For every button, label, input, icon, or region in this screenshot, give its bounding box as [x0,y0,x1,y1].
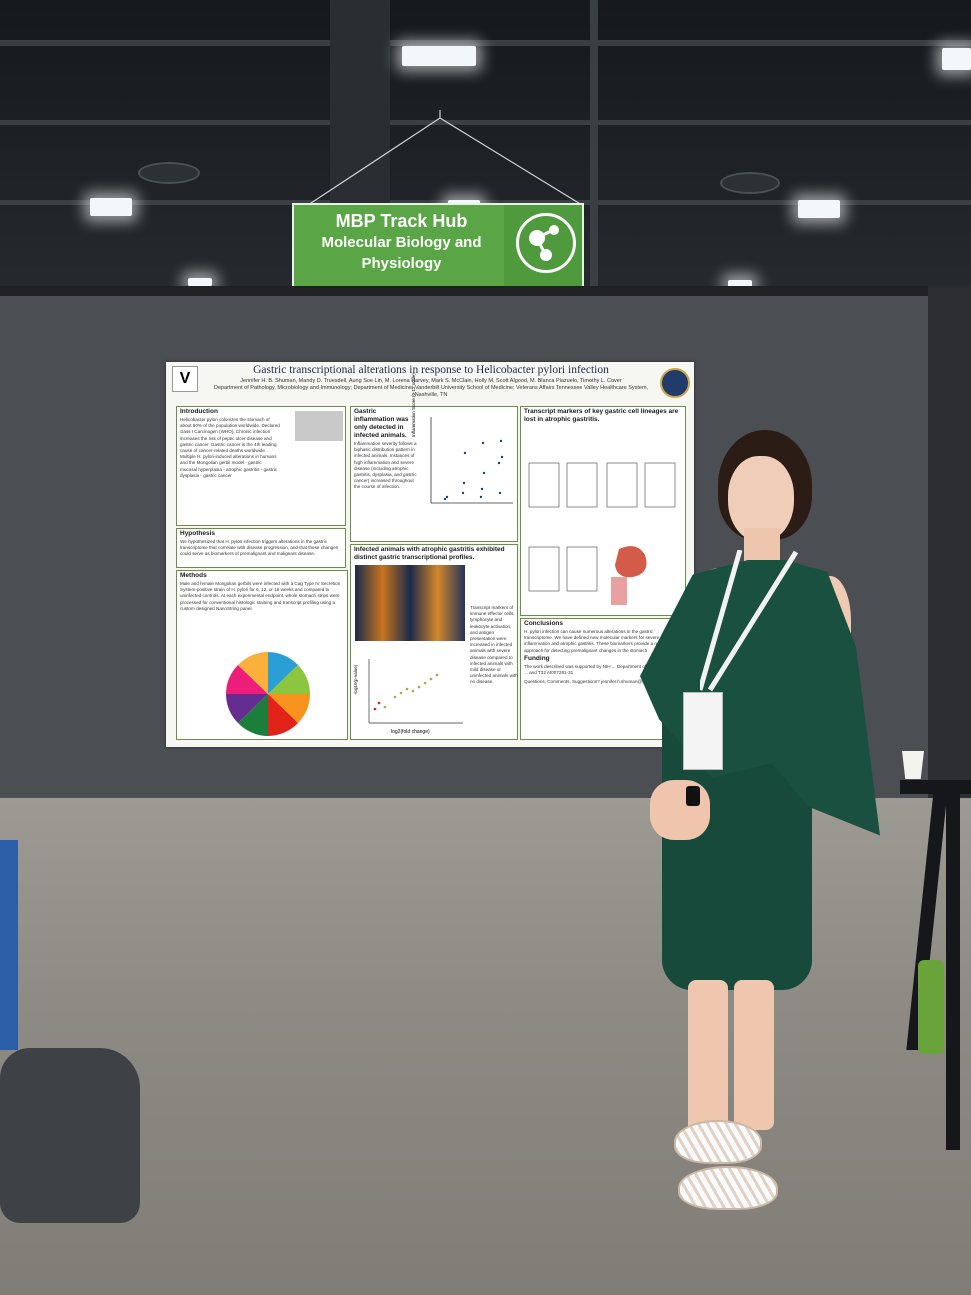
wall-frame-edge [928,286,971,806]
person-leg [688,980,728,1140]
person-hands [650,780,710,840]
person-face [728,456,794,542]
conclusions-heading: Conclusions [524,620,564,627]
poster-authors: Jennifer H. B. Shuman, Mandy D. Truesdel… [213,378,649,398]
inflammation-text: Inflammation severity follows a biphasic… [354,441,417,490]
inflammation-y-axis-label: Inflammation Score (0-12 scale) [411,373,416,437]
inflammation-heading: Gastric inflammation was only detected i… [354,408,409,439]
water-bottle [918,960,944,1054]
methods-panel: Methods Male and female Mongolian gerbil… [176,570,348,740]
atrophic-profiles-text: Transcript markers of immune effector ce… [470,605,518,685]
vanderbilt-logo: V [172,366,198,392]
methods-heading: Methods [180,572,207,579]
va-seal [660,368,690,398]
lanyard [700,550,799,692]
easel-leg [946,790,960,1150]
ceiling-pipe [590,0,598,290]
sign-title: MBP Track Hub [335,211,468,231]
ceiling-light [402,46,476,66]
hypothesis-panel: Hypothesis We hypothesized that H. pylor… [176,528,346,568]
easel-top [900,780,971,794]
bacteria-micrograph [295,411,343,441]
track-hub-sign: MBP Track Hub Molecular Biology and Phys… [292,203,584,289]
sandal [674,1120,762,1164]
poster-title: Gastric transcriptional alterations in r… [253,364,609,376]
volcano-plot [368,659,463,724]
wristwatch [686,786,700,806]
person-leg [734,980,774,1130]
sign-wires [307,110,583,206]
atrophic-profiles-panel: Infected animals with atrophic gastritis… [350,544,518,740]
ceiling-beam [0,40,971,46]
pathway-pie-chart [226,652,310,736]
blue-stand [0,840,18,1050]
sign-subtitle-line1: Molecular Biology and [321,234,482,251]
introduction-panel: Introduction Helicobacter pylori coloniz… [176,406,346,526]
ceiling-vent [720,172,780,194]
volcano-x-axis-label: log2(fold change) [391,729,430,735]
molecule-icon [516,213,576,273]
hypothesis-text: We hypothesized that H. pylori infection… [180,539,339,557]
backpack [0,1048,140,1223]
lineage-marker-plots [528,462,676,605]
contact-text: Questions, Comments, Suggestions? jennif… [524,679,662,685]
inflammation-panel: Gastric inflammation was only detected i… [350,373,518,542]
sign-subtitle-line2: Physiology [361,255,442,272]
funding-text: The work described was supported by NIH … [524,663,680,676]
sandal [678,1166,778,1210]
ceiling-light [728,280,752,288]
name-badge [683,692,723,770]
ceiling-beam [0,120,971,125]
volcano-y-axis-label: -log10(p-value) [353,664,358,695]
introduction-text: Helicobacter pylori colonizes the stomac… [180,417,280,478]
expression-heatmap [355,565,465,641]
introduction-heading: Introduction [180,408,218,415]
conclusions-text: H. pylori infection can cause numerous a… [524,629,675,653]
ceiling-beam [0,200,971,205]
paper-cup [902,751,924,779]
sign-icon-panel [504,205,582,287]
ceiling-light [942,48,971,70]
transcript-markers-panel: Transcript markers of key gastric cell l… [520,406,686,616]
ceiling-light [188,278,212,286]
inflammation-scatter-plot [430,417,513,504]
atrophic-profiles-heading: Infected animals with atrophic gastritis… [354,546,505,561]
ceiling-light [798,200,840,218]
ceiling-vent [138,162,200,184]
ceiling-light [90,198,132,216]
funding-heading: Funding [524,654,550,662]
methods-text: Male and female Mongolian gerbils were i… [180,581,341,611]
research-poster: V Gastric transcriptional alterations in… [166,362,694,747]
transcript-markers-heading: Transcript markers of key gastric cell l… [524,408,679,423]
hypothesis-heading: Hypothesis [180,530,216,537]
floor [0,798,971,1295]
